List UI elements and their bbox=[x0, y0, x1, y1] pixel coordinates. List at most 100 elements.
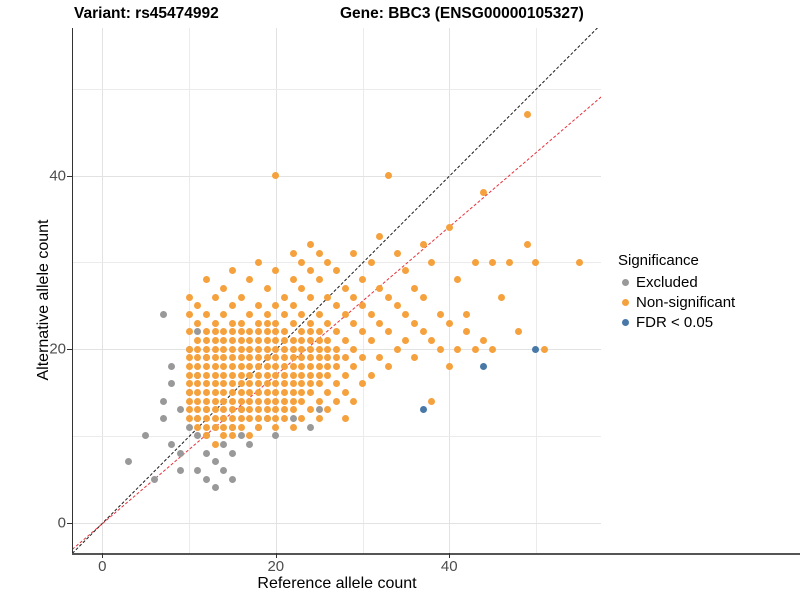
data-point bbox=[220, 441, 228, 449]
data-point bbox=[280, 397, 288, 405]
data-point bbox=[385, 328, 393, 336]
data-point bbox=[263, 362, 271, 370]
data-point bbox=[411, 319, 419, 327]
data-point bbox=[367, 310, 375, 318]
data-point bbox=[237, 354, 245, 362]
data-point bbox=[211, 336, 219, 344]
data-point bbox=[575, 258, 583, 266]
data-point bbox=[185, 362, 193, 370]
data-point bbox=[437, 310, 445, 318]
data-point bbox=[445, 362, 453, 370]
data-point bbox=[237, 293, 245, 301]
data-point bbox=[298, 284, 306, 292]
data-point bbox=[220, 362, 228, 370]
gridline-vertical bbox=[275, 28, 277, 553]
data-point bbox=[194, 423, 202, 431]
data-point bbox=[280, 328, 288, 336]
data-point bbox=[324, 354, 332, 362]
data-point bbox=[280, 388, 288, 396]
data-point bbox=[324, 319, 332, 327]
data-point bbox=[333, 302, 340, 310]
data-point bbox=[289, 397, 297, 405]
data-point bbox=[306, 371, 314, 379]
y-tick-label: 0 bbox=[57, 514, 66, 532]
data-point bbox=[228, 319, 236, 327]
data-point bbox=[471, 258, 479, 266]
data-point bbox=[385, 362, 393, 370]
legend: Significance Excluded Non-significant FDR … bbox=[618, 252, 735, 332]
data-point bbox=[515, 328, 523, 336]
data-point bbox=[254, 345, 262, 353]
data-point bbox=[393, 302, 401, 310]
data-point bbox=[202, 276, 210, 284]
data-point bbox=[402, 336, 410, 344]
data-point bbox=[306, 406, 314, 414]
legend-item-2[interactable]: FDR < 0.05 bbox=[618, 312, 735, 332]
data-point bbox=[220, 354, 228, 362]
plot-panel bbox=[72, 28, 601, 553]
data-point bbox=[280, 371, 288, 379]
legend-item-0[interactable]: Excluded bbox=[618, 272, 735, 292]
data-point bbox=[289, 276, 297, 284]
data-point bbox=[202, 328, 210, 336]
data-point bbox=[298, 328, 306, 336]
data-point bbox=[185, 406, 193, 414]
data-point bbox=[367, 258, 375, 266]
data-point bbox=[315, 336, 323, 344]
data-point bbox=[402, 267, 410, 275]
legend-item-1[interactable]: Non-significant bbox=[618, 292, 735, 312]
data-point bbox=[237, 388, 245, 396]
data-point bbox=[159, 414, 167, 422]
data-point bbox=[306, 423, 314, 431]
y-tick bbox=[67, 349, 72, 351]
data-point bbox=[280, 310, 288, 318]
y-tick-label: 20 bbox=[49, 340, 66, 358]
data-point bbox=[211, 414, 219, 422]
data-point bbox=[220, 467, 228, 475]
data-point bbox=[289, 250, 297, 258]
data-point bbox=[263, 414, 271, 422]
data-point bbox=[333, 267, 340, 275]
data-point bbox=[185, 310, 193, 318]
gridline-horizontal bbox=[72, 88, 601, 90]
data-point bbox=[419, 241, 427, 249]
data-point bbox=[185, 345, 193, 353]
data-point bbox=[168, 362, 176, 370]
x-tick-label: 20 bbox=[267, 558, 285, 575]
data-point bbox=[272, 380, 280, 388]
data-point bbox=[168, 441, 176, 449]
data-point bbox=[402, 310, 410, 318]
data-point bbox=[194, 397, 202, 405]
data-point bbox=[411, 284, 419, 292]
data-point bbox=[480, 336, 488, 344]
data-point bbox=[228, 432, 236, 440]
data-point bbox=[289, 406, 297, 414]
data-point bbox=[263, 354, 271, 362]
data-point bbox=[211, 362, 219, 370]
data-point bbox=[185, 414, 193, 422]
data-point bbox=[237, 406, 245, 414]
data-point bbox=[480, 362, 488, 370]
data-point bbox=[315, 397, 323, 405]
data-point bbox=[263, 319, 271, 327]
data-point bbox=[211, 371, 219, 379]
data-point bbox=[246, 414, 254, 422]
data-point bbox=[359, 328, 367, 336]
data-point bbox=[359, 354, 367, 362]
data-point bbox=[246, 380, 254, 388]
data-point bbox=[532, 345, 540, 353]
data-point bbox=[211, 406, 219, 414]
data-point bbox=[298, 380, 306, 388]
data-point bbox=[254, 380, 262, 388]
legend-item-label: Excluded bbox=[636, 273, 698, 291]
variant-title: Variant: rs45474992 bbox=[74, 5, 219, 22]
data-point bbox=[315, 354, 323, 362]
data-point bbox=[237, 319, 245, 327]
data-point bbox=[341, 310, 349, 318]
data-point bbox=[419, 293, 427, 301]
data-point bbox=[246, 328, 254, 336]
data-point bbox=[211, 354, 219, 362]
data-point bbox=[211, 423, 219, 431]
data-point bbox=[289, 414, 297, 422]
data-point bbox=[263, 388, 271, 396]
